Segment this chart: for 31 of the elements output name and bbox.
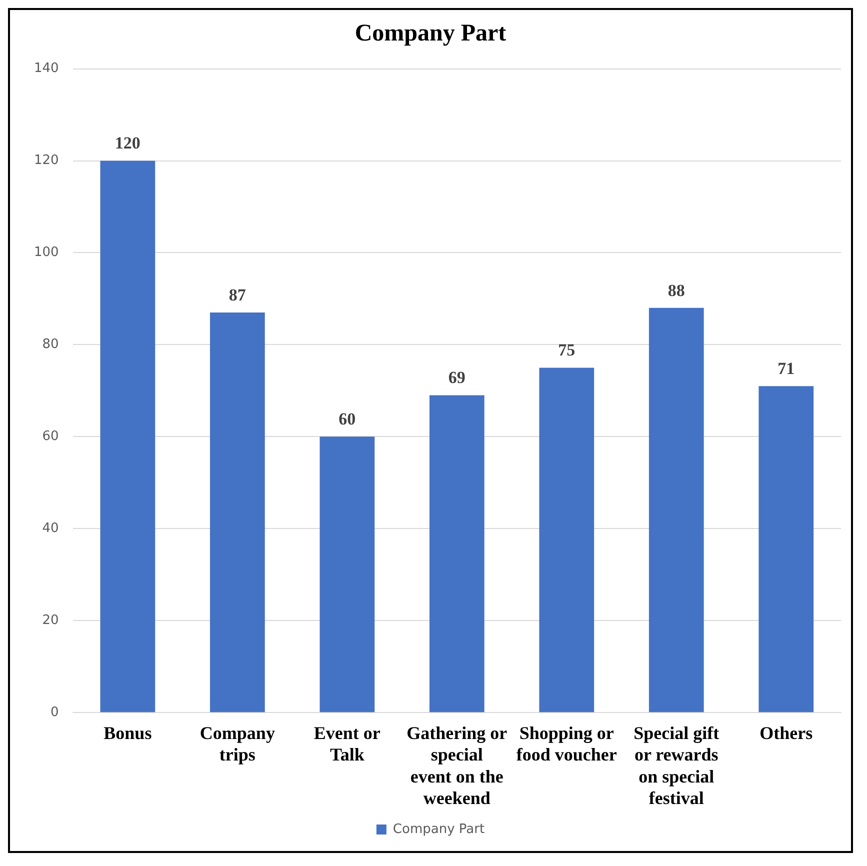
data-label: 75	[558, 340, 576, 360]
data-label: 120	[114, 134, 140, 153]
y-tick-label: 60	[42, 429, 59, 444]
y-tick-label: 0	[50, 704, 59, 720]
data-label: 60	[338, 410, 356, 429]
data-label: 87	[228, 285, 246, 304]
x-tick-label: Shopping or food voucher	[516, 723, 617, 765]
y-tick-label: 40	[42, 521, 59, 536]
data-label: 88	[668, 280, 685, 300]
legend-label: Company Part	[392, 822, 485, 837]
x-tick-label: Gathering or special event on the weekend	[406, 723, 508, 808]
data-label: 71	[778, 358, 795, 378]
y-tick-label: 80	[42, 337, 59, 352]
y-tick-label: 20	[42, 613, 59, 628]
x-tick-label: Others	[760, 723, 813, 744]
x-tick-label: Special gift or rewards on special festival	[634, 723, 720, 808]
bar	[320, 436, 375, 712]
bar	[539, 368, 594, 712]
y-tick-label: 140	[34, 61, 59, 76]
data-label: 69	[448, 368, 466, 388]
bar	[210, 312, 265, 712]
x-tick-label: Event or Talk	[314, 723, 380, 765]
y-tick-label: 120	[34, 153, 59, 168]
bar	[429, 395, 484, 712]
bar	[648, 308, 704, 712]
bar	[758, 386, 814, 712]
bar	[100, 160, 156, 712]
x-tick-label: Company trips	[200, 723, 275, 765]
x-tick-label: Bonus	[104, 723, 152, 744]
chart-title: Company Part	[354, 20, 506, 47]
y-tick-label: 100	[34, 245, 59, 260]
